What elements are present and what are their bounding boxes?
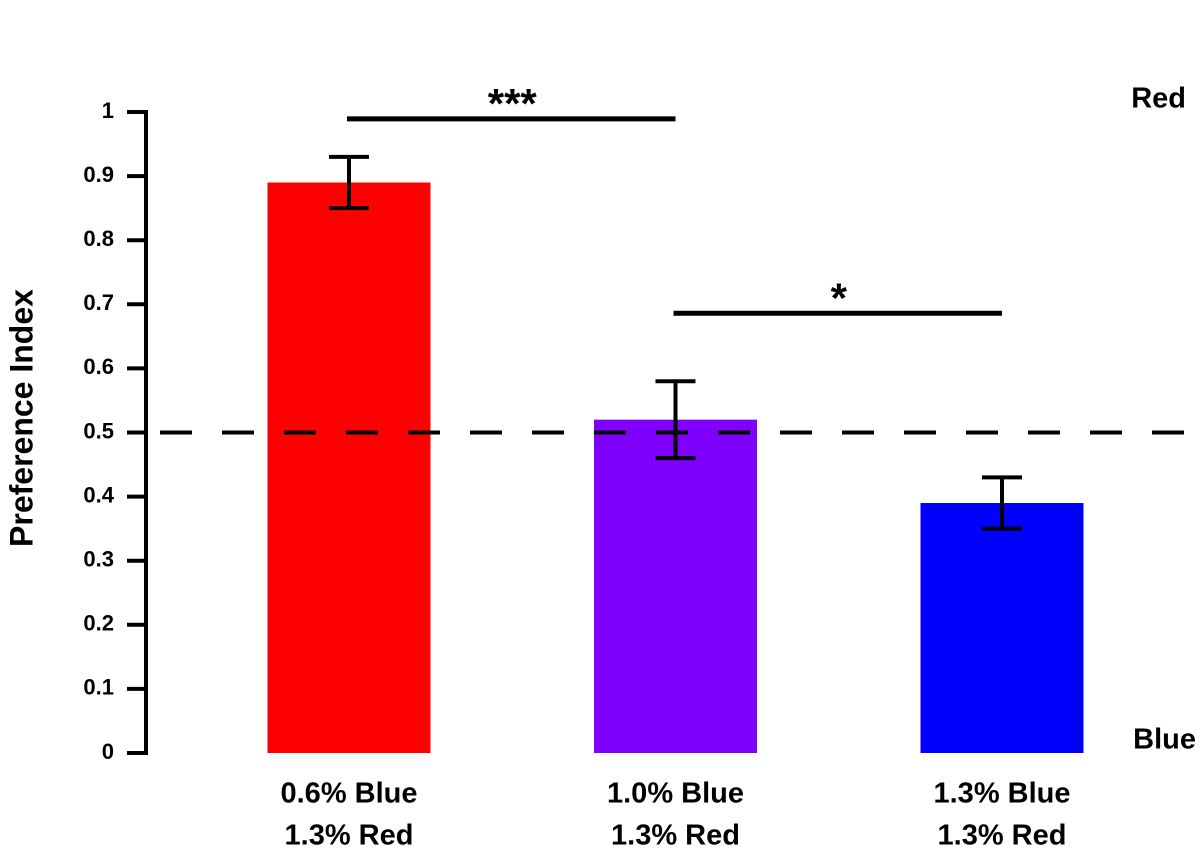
bar — [267, 182, 431, 753]
error-bar — [982, 475, 1022, 531]
y-tick-label: 0.5 — [83, 418, 114, 443]
significance-label: * — [831, 274, 848, 321]
significance-label: *** — [488, 80, 538, 127]
y-tick-label: 0.7 — [83, 290, 114, 315]
y-tick-label: 0.4 — [83, 482, 114, 507]
error-bar — [329, 154, 369, 211]
y-tick-label: 0 — [102, 739, 114, 764]
x-tick-label: 0.6% Blue — [281, 778, 418, 810]
y-axis-label: Preference Index — [3, 289, 39, 547]
x-tick-label: 1.3% Red — [285, 820, 414, 852]
top-label: Red — [1131, 83, 1186, 115]
y-tick-label: 0.3 — [83, 547, 114, 572]
bar — [920, 503, 1084, 753]
x-tick-label: 1.3% Red — [938, 820, 1067, 852]
x-tick-label: 1.3% Red — [611, 820, 740, 852]
error-bar — [655, 379, 696, 461]
x-tick-label: 1.0% Blue — [607, 778, 744, 810]
y-tick-label: 1 — [102, 98, 114, 123]
y-tick-label: 0.1 — [83, 675, 114, 700]
x-tick-label: 1.3% Blue — [934, 778, 1071, 810]
bar — [594, 419, 757, 753]
y-tick-label: 0.8 — [83, 226, 114, 251]
y-tick-label: 0.6 — [83, 354, 114, 379]
bottom-label: Blue — [1133, 724, 1196, 756]
y-tick-label: 0.2 — [83, 611, 114, 636]
y-tick-label: 0.9 — [83, 162, 114, 187]
